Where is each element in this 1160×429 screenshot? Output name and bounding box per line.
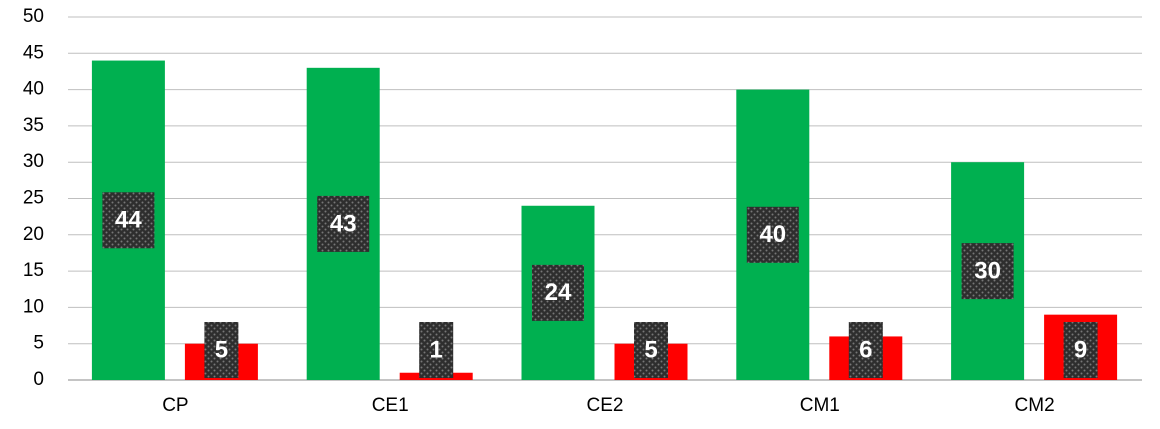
data-label-box bbox=[317, 195, 370, 252]
x-tick-label: CM2 bbox=[1015, 395, 1055, 416]
y-tick-label: 35 bbox=[23, 115, 44, 136]
data-label: 40 bbox=[759, 221, 786, 248]
data-label: 30 bbox=[974, 257, 1001, 284]
data-label-box bbox=[848, 322, 883, 378]
x-tick-label: CP bbox=[162, 395, 188, 416]
data-label-box bbox=[532, 264, 584, 321]
y-tick-label: 10 bbox=[23, 296, 44, 317]
y-tick-label: 25 bbox=[23, 188, 44, 209]
y-tick-label: 5 bbox=[33, 333, 44, 354]
y-tick-label: 40 bbox=[23, 79, 44, 100]
data-label-box bbox=[1063, 322, 1098, 378]
x-tick-label: CM1 bbox=[800, 395, 840, 416]
data-label: 1 bbox=[430, 336, 443, 363]
y-tick-label: 15 bbox=[23, 260, 44, 281]
data-label-box bbox=[204, 322, 239, 378]
x-tick-label: CE1 bbox=[372, 395, 409, 416]
y-tick-label: 30 bbox=[23, 151, 44, 172]
x-tick-label: CE2 bbox=[587, 395, 624, 416]
y-tick-label: 0 bbox=[33, 369, 44, 390]
data-label-box bbox=[634, 322, 668, 378]
data-label-box bbox=[961, 243, 1014, 300]
data-label-box bbox=[746, 206, 799, 263]
data-label: 5 bbox=[215, 336, 228, 363]
data-label-box bbox=[419, 322, 454, 378]
y-tick-label: 50 bbox=[23, 6, 44, 27]
y-tick-label: 45 bbox=[23, 42, 44, 63]
data-label: 43 bbox=[330, 210, 357, 237]
data-label-box bbox=[102, 192, 155, 249]
data-label: 44 bbox=[115, 207, 142, 234]
data-label: 5 bbox=[644, 336, 657, 363]
data-label: 9 bbox=[1074, 336, 1087, 363]
y-tick-label: 20 bbox=[23, 224, 44, 245]
data-label: 6 bbox=[859, 336, 872, 363]
data-label: 24 bbox=[545, 279, 572, 306]
